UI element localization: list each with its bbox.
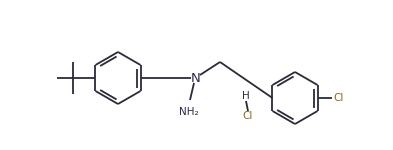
Text: Cl: Cl	[334, 93, 344, 103]
Text: N: N	[191, 72, 201, 84]
Text: H: H	[242, 91, 250, 101]
Text: NH₂: NH₂	[179, 107, 199, 117]
Text: Cl: Cl	[243, 111, 253, 121]
